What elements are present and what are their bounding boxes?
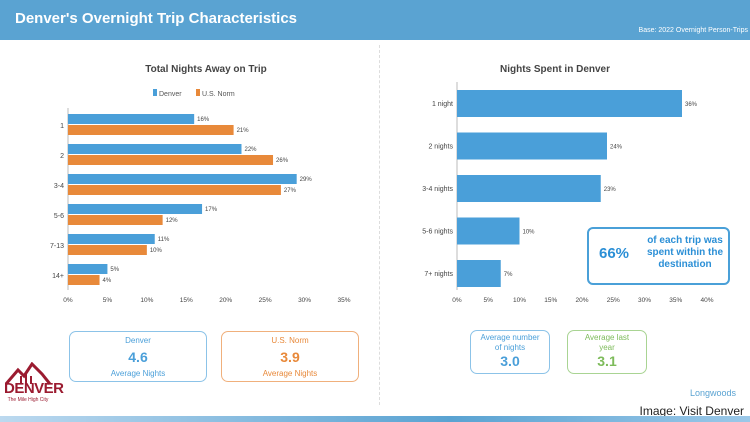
box-value: 3.9	[280, 349, 300, 365]
category-label: 7-13	[50, 243, 64, 250]
category-label: 1 night	[432, 101, 453, 108]
x-tick-label: 5%	[484, 297, 494, 304]
data-label: 26%	[276, 158, 289, 164]
data-label: 4%	[103, 278, 112, 284]
bar-denver	[68, 264, 108, 274]
data-label: 11%	[158, 237, 170, 243]
avg-last-year-box: Average last year 3.1	[567, 330, 647, 374]
x-tick-label: 0%	[452, 297, 462, 304]
data-label: 27%	[284, 188, 297, 194]
bar-denver	[68, 174, 297, 184]
divider	[379, 45, 380, 405]
avg-nights-box: Average number of nights 3.0	[470, 330, 550, 374]
data-label: 23%	[604, 187, 617, 193]
category-label: 5-6	[54, 213, 64, 220]
category-label: 14+	[52, 273, 64, 280]
category-label: 5-6 nights	[422, 229, 453, 236]
longwoods-logo: Longwoods	[690, 388, 737, 398]
footer-bar	[0, 416, 750, 422]
legend-swatch-denver	[153, 89, 157, 96]
image-credit: Image: Visit Denver	[639, 404, 745, 418]
bar-norm	[68, 125, 234, 135]
denver-logo: DENVER The Mile High City	[4, 362, 64, 403]
category-label: 2 nights	[428, 144, 453, 151]
x-tick-label: 40%	[700, 297, 713, 304]
data-label: 16%	[197, 117, 210, 123]
category-label: 7+ nights	[424, 271, 453, 278]
base-note: Base: 2022 Overnight Person-Trips	[638, 27, 748, 34]
logo-tagline: The Mile High City	[7, 397, 49, 403]
bar-norm	[68, 185, 281, 195]
legend-label: Denver	[159, 91, 182, 98]
bar-norm	[68, 155, 274, 165]
box-sub: Average Nights	[262, 369, 318, 378]
callout-box: 66% of each trip was spent within the de…	[587, 227, 730, 285]
callout-text: of each trip was spent within the destin…	[646, 235, 724, 270]
box-value: 4.6	[128, 349, 148, 365]
x-tick-label: 10%	[513, 297, 526, 304]
norm-average-box: U.S. Norm 3.9 Average Nights	[221, 331, 359, 382]
x-tick-label: 15%	[544, 297, 557, 304]
box-sub: Average Nights	[110, 369, 166, 378]
chart-title: Nights Spent in Denver	[500, 64, 610, 75]
x-tick-label: 30%	[298, 297, 311, 304]
category-label: 1	[60, 123, 64, 130]
bar-denver	[457, 175, 601, 202]
header-bar: Denver's Overnight Trip Characteristics …	[0, 0, 750, 40]
data-label: 10%	[523, 230, 536, 236]
data-label: 5%	[110, 267, 119, 273]
bar-norm	[68, 215, 163, 225]
category-label: 3-4 nights	[422, 186, 453, 193]
box-label: U.S. Norm	[271, 336, 309, 345]
box-label: Average last year	[584, 333, 630, 352]
data-label: 22%	[244, 147, 257, 153]
box-label: Average number of nights	[480, 333, 540, 352]
x-tick-label: 5%	[103, 297, 113, 304]
mountain-skyline-icon	[4, 362, 52, 385]
data-label: 24%	[610, 145, 623, 151]
box-label: Denver	[125, 336, 151, 345]
bar-denver	[457, 90, 682, 117]
x-tick-label: 35%	[337, 297, 350, 304]
x-tick-label: 20%	[575, 297, 588, 304]
data-label: 7%	[504, 272, 513, 278]
category-label: 2	[60, 153, 64, 160]
data-label: 21%	[237, 128, 250, 134]
bar-denver	[457, 217, 520, 245]
bar-norm	[68, 245, 147, 255]
bar-denver	[68, 204, 203, 214]
chart-title: Total Nights Away on Trip	[145, 64, 267, 75]
x-tick-label: 15%	[180, 297, 193, 304]
x-tick-label: 30%	[638, 297, 651, 304]
box-value: 3.0	[500, 353, 520, 369]
bar-denver	[68, 234, 155, 244]
data-label: 12%	[166, 218, 179, 224]
x-tick-label: 35%	[669, 297, 682, 304]
x-tick-label: 20%	[219, 297, 232, 304]
bar-denver	[68, 144, 242, 154]
category-label: 3-4	[54, 183, 64, 190]
box-value: 3.1	[597, 353, 617, 369]
x-tick-label: 0%	[63, 297, 73, 304]
callout-pct: 66%	[599, 245, 630, 262]
legend-swatch-norm	[196, 89, 200, 96]
data-label: 17%	[205, 207, 218, 213]
data-label: 36%	[685, 102, 698, 108]
x-tick-label: 25%	[607, 297, 620, 304]
x-tick-label: 25%	[259, 297, 272, 304]
denver-average-box: Denver 4.6 Average Nights	[69, 331, 207, 382]
bar-denver	[457, 260, 501, 287]
legend-label: U.S. Norm	[202, 91, 235, 98]
bar-denver	[457, 132, 607, 160]
bar-norm	[68, 275, 100, 285]
data-label: 10%	[150, 248, 163, 254]
bar-denver	[68, 114, 195, 124]
x-tick-label: 10%	[140, 297, 153, 304]
page-title: Denver's Overnight Trip Characteristics	[15, 10, 298, 27]
data-label: 29%	[300, 177, 313, 183]
